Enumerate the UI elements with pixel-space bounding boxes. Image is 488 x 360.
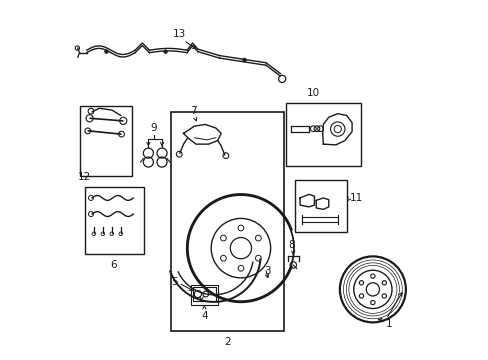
- Text: 5: 5: [171, 277, 178, 287]
- Bar: [294, 180, 346, 232]
- Text: 1: 1: [386, 319, 392, 329]
- Text: 12: 12: [78, 172, 91, 182]
- Bar: [80, 107, 131, 176]
- Text: 4: 4: [201, 311, 207, 320]
- Text: 13: 13: [172, 29, 185, 39]
- Text: 9: 9: [150, 123, 157, 134]
- Text: 8: 8: [288, 240, 295, 250]
- Bar: [171, 112, 284, 330]
- Text: 6: 6: [110, 260, 117, 270]
- Bar: [85, 187, 144, 253]
- Bar: [285, 103, 360, 166]
- Text: 11: 11: [349, 193, 363, 203]
- Circle shape: [242, 58, 246, 62]
- Bar: [191, 285, 218, 305]
- Circle shape: [163, 50, 167, 53]
- Text: 10: 10: [306, 87, 319, 98]
- Text: 3: 3: [264, 266, 270, 276]
- Bar: [192, 287, 215, 301]
- Circle shape: [104, 50, 108, 53]
- Text: 7: 7: [190, 106, 197, 116]
- Text: 2: 2: [224, 337, 230, 347]
